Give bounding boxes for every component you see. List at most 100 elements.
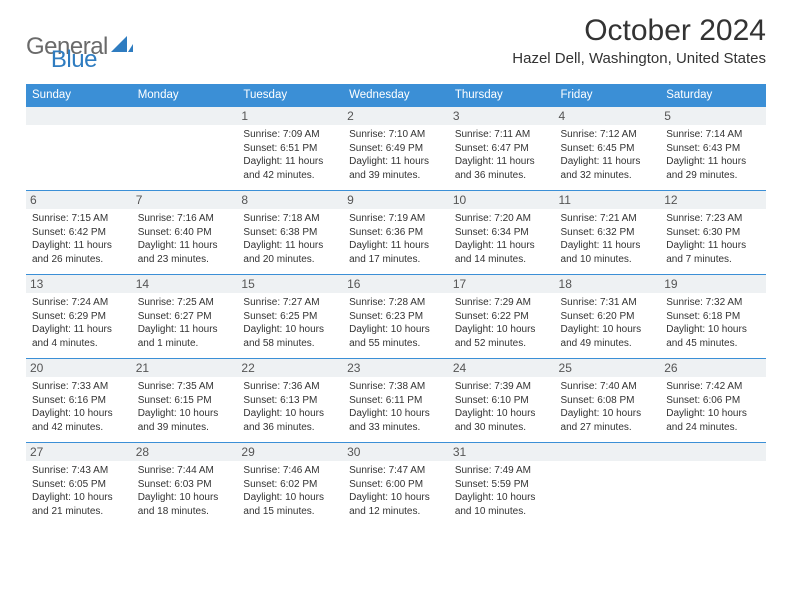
day-detail-line: Daylight: 11 hours and 17 minutes. [349, 239, 443, 266]
day-details: Sunrise: 7:38 AMSunset: 6:11 PMDaylight:… [349, 380, 443, 434]
day-cell: 6Sunrise: 7:15 AMSunset: 6:42 PMDaylight… [26, 191, 132, 275]
day-number: 26 [660, 359, 766, 377]
day-detail-line: Sunrise: 7:18 AM [243, 212, 337, 226]
day-detail-line: Daylight: 10 hours and 36 minutes. [243, 407, 337, 434]
day-number: 27 [26, 443, 132, 461]
day-details: Sunrise: 7:19 AMSunset: 6:36 PMDaylight:… [349, 212, 443, 266]
day-header: Tuesday [237, 84, 343, 107]
day-detail-line: Sunrise: 7:27 AM [243, 296, 337, 310]
day-detail-line: Daylight: 11 hours and 42 minutes. [243, 155, 337, 182]
day-cell: 12Sunrise: 7:23 AMSunset: 6:30 PMDayligh… [660, 191, 766, 275]
day-header-row: SundayMondayTuesdayWednesdayThursdayFrid… [26, 84, 766, 107]
day-details: Sunrise: 7:18 AMSunset: 6:38 PMDaylight:… [243, 212, 337, 266]
week-row: 1Sunrise: 7:09 AMSunset: 6:51 PMDaylight… [26, 107, 766, 191]
day-detail-line: Sunrise: 7:09 AM [243, 128, 337, 142]
day-detail-line: Daylight: 11 hours and 39 minutes. [349, 155, 443, 182]
day-details: Sunrise: 7:33 AMSunset: 6:16 PMDaylight:… [32, 380, 126, 434]
day-detail-line: Sunset: 6:16 PM [32, 394, 126, 408]
day-detail-line: Sunrise: 7:44 AM [138, 464, 232, 478]
day-detail-line: Sunrise: 7:47 AM [349, 464, 443, 478]
day-detail-line: Sunrise: 7:21 AM [561, 212, 655, 226]
day-header: Saturday [660, 84, 766, 107]
day-number: 6 [26, 191, 132, 209]
day-cell: 17Sunrise: 7:29 AMSunset: 6:22 PMDayligh… [449, 275, 555, 359]
day-cell: 21Sunrise: 7:35 AMSunset: 6:15 PMDayligh… [132, 359, 238, 443]
day-detail-line: Sunset: 6:32 PM [561, 226, 655, 240]
day-detail-line: Sunrise: 7:20 AM [455, 212, 549, 226]
day-detail-line: Daylight: 10 hours and 27 minutes. [561, 407, 655, 434]
day-details: Sunrise: 7:39 AMSunset: 6:10 PMDaylight:… [455, 380, 549, 434]
day-detail-line: Daylight: 10 hours and 10 minutes. [455, 491, 549, 518]
day-number [132, 107, 238, 125]
day-detail-line: Sunset: 5:59 PM [455, 478, 549, 492]
day-detail-line: Sunset: 6:29 PM [32, 310, 126, 324]
day-detail-line: Sunrise: 7:25 AM [138, 296, 232, 310]
day-detail-line: Daylight: 11 hours and 32 minutes. [561, 155, 655, 182]
day-cell: 29 Sunrise: 7:46 AMSunset: 6:02 PMDayligh… [237, 443, 343, 527]
day-detail-line: Daylight: 11 hours and 7 minutes. [666, 239, 760, 266]
day-detail-line: Sunrise: 7:16 AM [138, 212, 232, 226]
day-number: 10 [449, 191, 555, 209]
day-header: Friday [555, 84, 661, 107]
day-detail-line: Daylight: 10 hours and 30 minutes. [455, 407, 549, 434]
calendar-body: 1Sunrise: 7:09 AMSunset: 6:51 PMDaylight… [26, 107, 766, 527]
day-number: 23 [343, 359, 449, 377]
day-detail-line: Daylight: 10 hours and 55 minutes. [349, 323, 443, 350]
day-details: Sunrise: 7:36 AMSunset: 6:13 PMDaylight:… [243, 380, 337, 434]
day-number: 28 [132, 443, 238, 461]
day-detail-line: Sunset: 6:47 PM [455, 142, 549, 156]
day-detail-line: Sunrise: 7:33 AM [32, 380, 126, 394]
day-details: Sunrise: 7:25 AMSunset: 6:27 PMDaylight:… [138, 296, 232, 350]
day-detail-line: Sunset: 6:11 PM [349, 394, 443, 408]
day-number: 15 [237, 275, 343, 293]
day-details: Sunrise: 7:16 AMSunset: 6:40 PMDaylight:… [138, 212, 232, 266]
day-detail-line: Daylight: 11 hours and 14 minutes. [455, 239, 549, 266]
day-details: Sunrise: 7:20 AMSunset: 6:34 PMDaylight:… [455, 212, 549, 266]
day-cell: 10 Sunrise: 7:20 AMSunset: 6:34 PMDayligh… [449, 191, 555, 275]
calendar-head: SundayMondayTuesdayWednesdayThursdayFrid… [26, 84, 766, 107]
week-row: 20Sunrise: 7:33 AMSunset: 6:16 PMDayligh… [26, 359, 766, 443]
day-detail-line: Sunset: 6:05 PM [32, 478, 126, 492]
day-detail-line: Daylight: 11 hours and 10 minutes. [561, 239, 655, 266]
day-detail-line: Daylight: 10 hours and 15 minutes. [243, 491, 337, 518]
day-details: Sunrise: 7:43 AMSunset: 6:05 PMDaylight:… [32, 464, 126, 518]
day-details: Sunrise: 7:31 AMSunset: 6:20 PMDaylight:… [561, 296, 655, 350]
day-detail-line: Sunrise: 7:19 AM [349, 212, 443, 226]
day-details: Sunrise: 7:28 AMSunset: 6:23 PMDaylight:… [349, 296, 443, 350]
day-number: 21 [132, 359, 238, 377]
empty-cell [555, 443, 661, 527]
day-detail-line: Daylight: 11 hours and 36 minutes. [455, 155, 549, 182]
day-cell: 7Sunrise: 7:16 AMSunset: 6:40 PMDaylight… [132, 191, 238, 275]
day-detail-line: Sunrise: 7:14 AM [666, 128, 760, 142]
day-number: 18 [555, 275, 661, 293]
day-cell: 27 Sunrise: 7:43 AMSunset: 6:05 PMDayligh… [26, 443, 132, 527]
day-details: Sunrise: 7:09 AMSunset: 6:51 PMDaylight:… [243, 128, 337, 182]
day-detail-line: Daylight: 10 hours and 24 minutes. [666, 407, 760, 434]
day-detail-line: Sunrise: 7:36 AM [243, 380, 337, 394]
day-number: 25 [555, 359, 661, 377]
day-cell: 23 Sunrise: 7:38 AMSunset: 6:11 PMDayligh… [343, 359, 449, 443]
day-number [660, 443, 766, 461]
day-detail-line: Sunrise: 7:43 AM [32, 464, 126, 478]
day-detail-line: Sunset: 6:45 PM [561, 142, 655, 156]
day-detail-line: Sunset: 6:15 PM [138, 394, 232, 408]
empty-cell [660, 443, 766, 527]
location-text: Hazel Dell, Washington, United States [512, 50, 766, 67]
day-detail-line: Sunset: 6:08 PM [561, 394, 655, 408]
day-details: Sunrise: 7:49 AMSunset: 5:59 PMDaylight:… [455, 464, 549, 518]
day-detail-line: Daylight: 11 hours and 20 minutes. [243, 239, 337, 266]
logo: General Blue [26, 14, 97, 74]
day-detail-line: Sunrise: 7:40 AM [561, 380, 655, 394]
day-detail-line: Sunrise: 7:10 AM [349, 128, 443, 142]
day-number: 29 [237, 443, 343, 461]
day-detail-line: Daylight: 10 hours and 39 minutes. [138, 407, 232, 434]
day-detail-line: Sunset: 6:49 PM [349, 142, 443, 156]
day-detail-line: Sunset: 6:43 PM [666, 142, 760, 156]
day-number: 12 [660, 191, 766, 209]
day-detail-line: Sunset: 6:10 PM [455, 394, 549, 408]
day-details: Sunrise: 7:46 AMSunset: 6:02 PMDaylight:… [243, 464, 337, 518]
day-details: Sunrise: 7:47 AMSunset: 6:00 PMDaylight:… [349, 464, 443, 518]
day-detail-line: Daylight: 11 hours and 4 minutes. [32, 323, 126, 350]
day-detail-line: Sunset: 6:03 PM [138, 478, 232, 492]
day-detail-line: Sunset: 6:40 PM [138, 226, 232, 240]
